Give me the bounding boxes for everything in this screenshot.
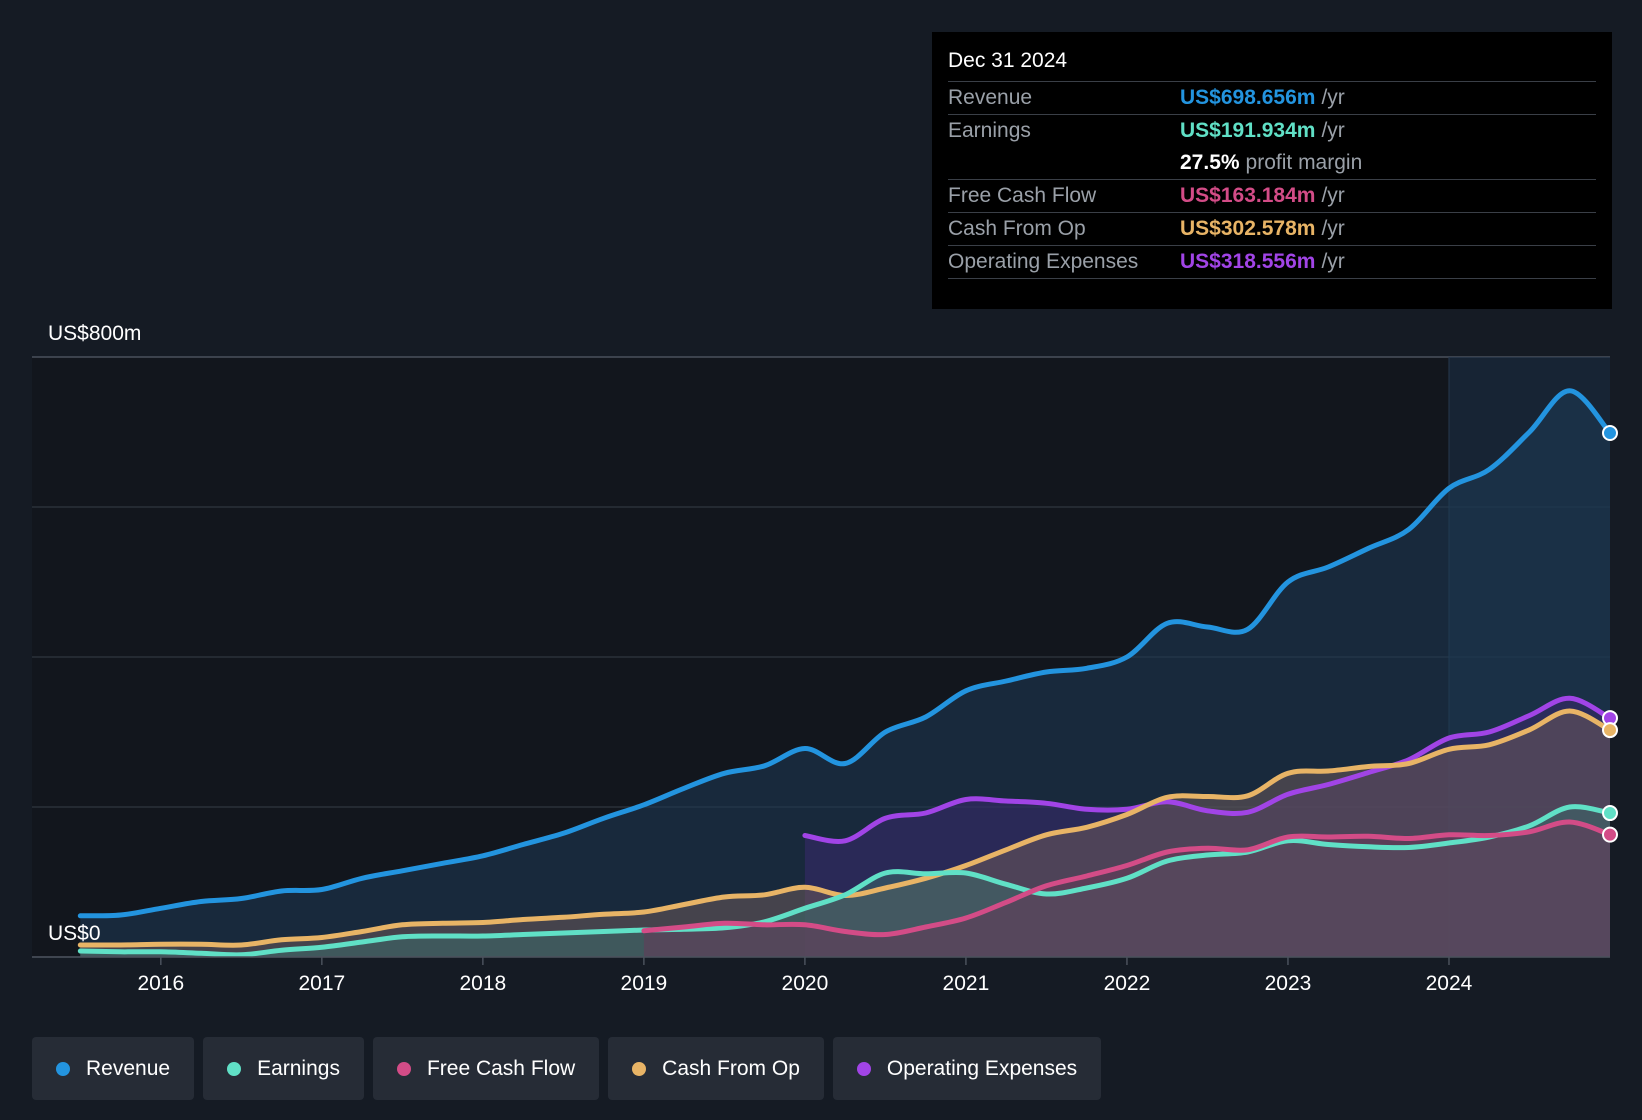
tooltip-row-cfo: Cash From Op US$302.578m /yr bbox=[948, 213, 1596, 246]
legend-label: Operating Expenses bbox=[886, 1056, 1078, 1080]
tooltip-unit: /yr bbox=[1321, 250, 1345, 273]
legend: Revenue Earnings Free Cash Flow Cash Fro… bbox=[32, 1037, 1110, 1100]
dot-icon bbox=[56, 1061, 70, 1076]
line-free-cash-flow bbox=[641, 819, 1613, 938]
tooltip-unit: /yr bbox=[1321, 217, 1345, 240]
tooltip-row-earnings: Earnings US$191.934m /yr bbox=[948, 115, 1596, 147]
tooltip-row-margin: 27.5% profit margin bbox=[948, 147, 1596, 180]
line-revenue bbox=[77, 388, 1613, 919]
x-tick-label: 2020 bbox=[782, 972, 829, 995]
tooltip-label: Cash From Op bbox=[948, 217, 1086, 240]
legend-item-operating-expenses[interactable]: Operating Expenses bbox=[832, 1037, 1102, 1100]
tooltip-label: Earnings bbox=[948, 119, 1031, 142]
tooltip-label: Revenue bbox=[948, 86, 1033, 109]
x-axis: 2016 2017 2018 2019 2020 2021 2022 2023 2024 bbox=[32, 956, 1610, 995]
legend-label: Revenue bbox=[86, 1056, 171, 1080]
legend-label: Earnings bbox=[257, 1056, 340, 1080]
x-tick-label: 2018 bbox=[459, 972, 506, 995]
legend-item-revenue[interactable]: Revenue bbox=[32, 1037, 195, 1100]
legend-label: Free Cash Flow bbox=[426, 1056, 576, 1080]
endpoint-free-cash-flow[interactable] bbox=[1602, 826, 1618, 843]
legend-item-earnings[interactable]: Earnings bbox=[203, 1037, 364, 1100]
dot-icon bbox=[396, 1061, 411, 1076]
tooltip-row-opex: Operating Expenses US$318.556m /yr bbox=[948, 246, 1596, 279]
legend-label: Cash From Op bbox=[662, 1056, 800, 1080]
tooltip-unit: /yr bbox=[1321, 86, 1345, 109]
x-tick-label: 2019 bbox=[621, 972, 668, 995]
x-tick-label: 2024 bbox=[1426, 972, 1473, 995]
tooltip-value: US$302.578m bbox=[1180, 217, 1316, 240]
tooltip-label: Operating Expenses bbox=[948, 250, 1139, 273]
line-operating-expenses bbox=[802, 695, 1613, 844]
tooltip: Dec 31 2024 Revenue US$698.656m /yr Earn… bbox=[932, 32, 1612, 309]
series-lines bbox=[77, 388, 1613, 958]
legend-item-cash-from-op[interactable]: Cash From Op bbox=[608, 1037, 824, 1100]
tooltip-row-fcf: Free Cash Flow US$163.184m /yr bbox=[948, 180, 1596, 213]
tooltip-unit: /yr bbox=[1321, 119, 1345, 142]
line-earnings bbox=[77, 804, 1613, 958]
tooltip-value: US$163.184m bbox=[1180, 184, 1316, 207]
tooltip-label: Free Cash Flow bbox=[948, 184, 1097, 207]
dot-icon bbox=[856, 1061, 871, 1076]
endpoint-earnings[interactable] bbox=[1602, 805, 1618, 822]
tooltip-date: Dec 31 2024 bbox=[948, 46, 1596, 82]
tooltip-value: US$318.556m bbox=[1180, 250, 1316, 273]
endpoint-revenue[interactable] bbox=[1602, 425, 1618, 442]
x-tick-label: 2022 bbox=[1104, 972, 1151, 995]
x-tick-label: 2021 bbox=[943, 972, 990, 995]
dot-icon bbox=[632, 1061, 647, 1076]
tooltip-margin-unit: profit margin bbox=[1245, 151, 1363, 174]
dot-icon bbox=[227, 1061, 242, 1076]
y-label-bottom: US$0 bbox=[48, 922, 101, 945]
area-free-cash-flow bbox=[643, 821, 1610, 957]
tooltip-value: US$698.656m bbox=[1180, 86, 1316, 109]
y-label-top: US$800m bbox=[48, 322, 141, 345]
tooltip-value: US$191.934m bbox=[1180, 119, 1316, 142]
x-tick-label: 2023 bbox=[1265, 972, 1312, 995]
tooltip-row-revenue: Revenue US$698.656m /yr bbox=[948, 82, 1596, 115]
series-endpoints[interactable] bbox=[1602, 425, 1618, 843]
x-tick-label: 2017 bbox=[298, 972, 345, 995]
tooltip-margin-value: 27.5% bbox=[1180, 151, 1240, 174]
legend-item-free-cash-flow[interactable]: Free Cash Flow bbox=[372, 1037, 600, 1100]
endpoint-cash-from-op[interactable] bbox=[1602, 722, 1618, 739]
tooltip-unit: /yr bbox=[1321, 184, 1345, 207]
x-tick-label: 2016 bbox=[137, 972, 184, 995]
